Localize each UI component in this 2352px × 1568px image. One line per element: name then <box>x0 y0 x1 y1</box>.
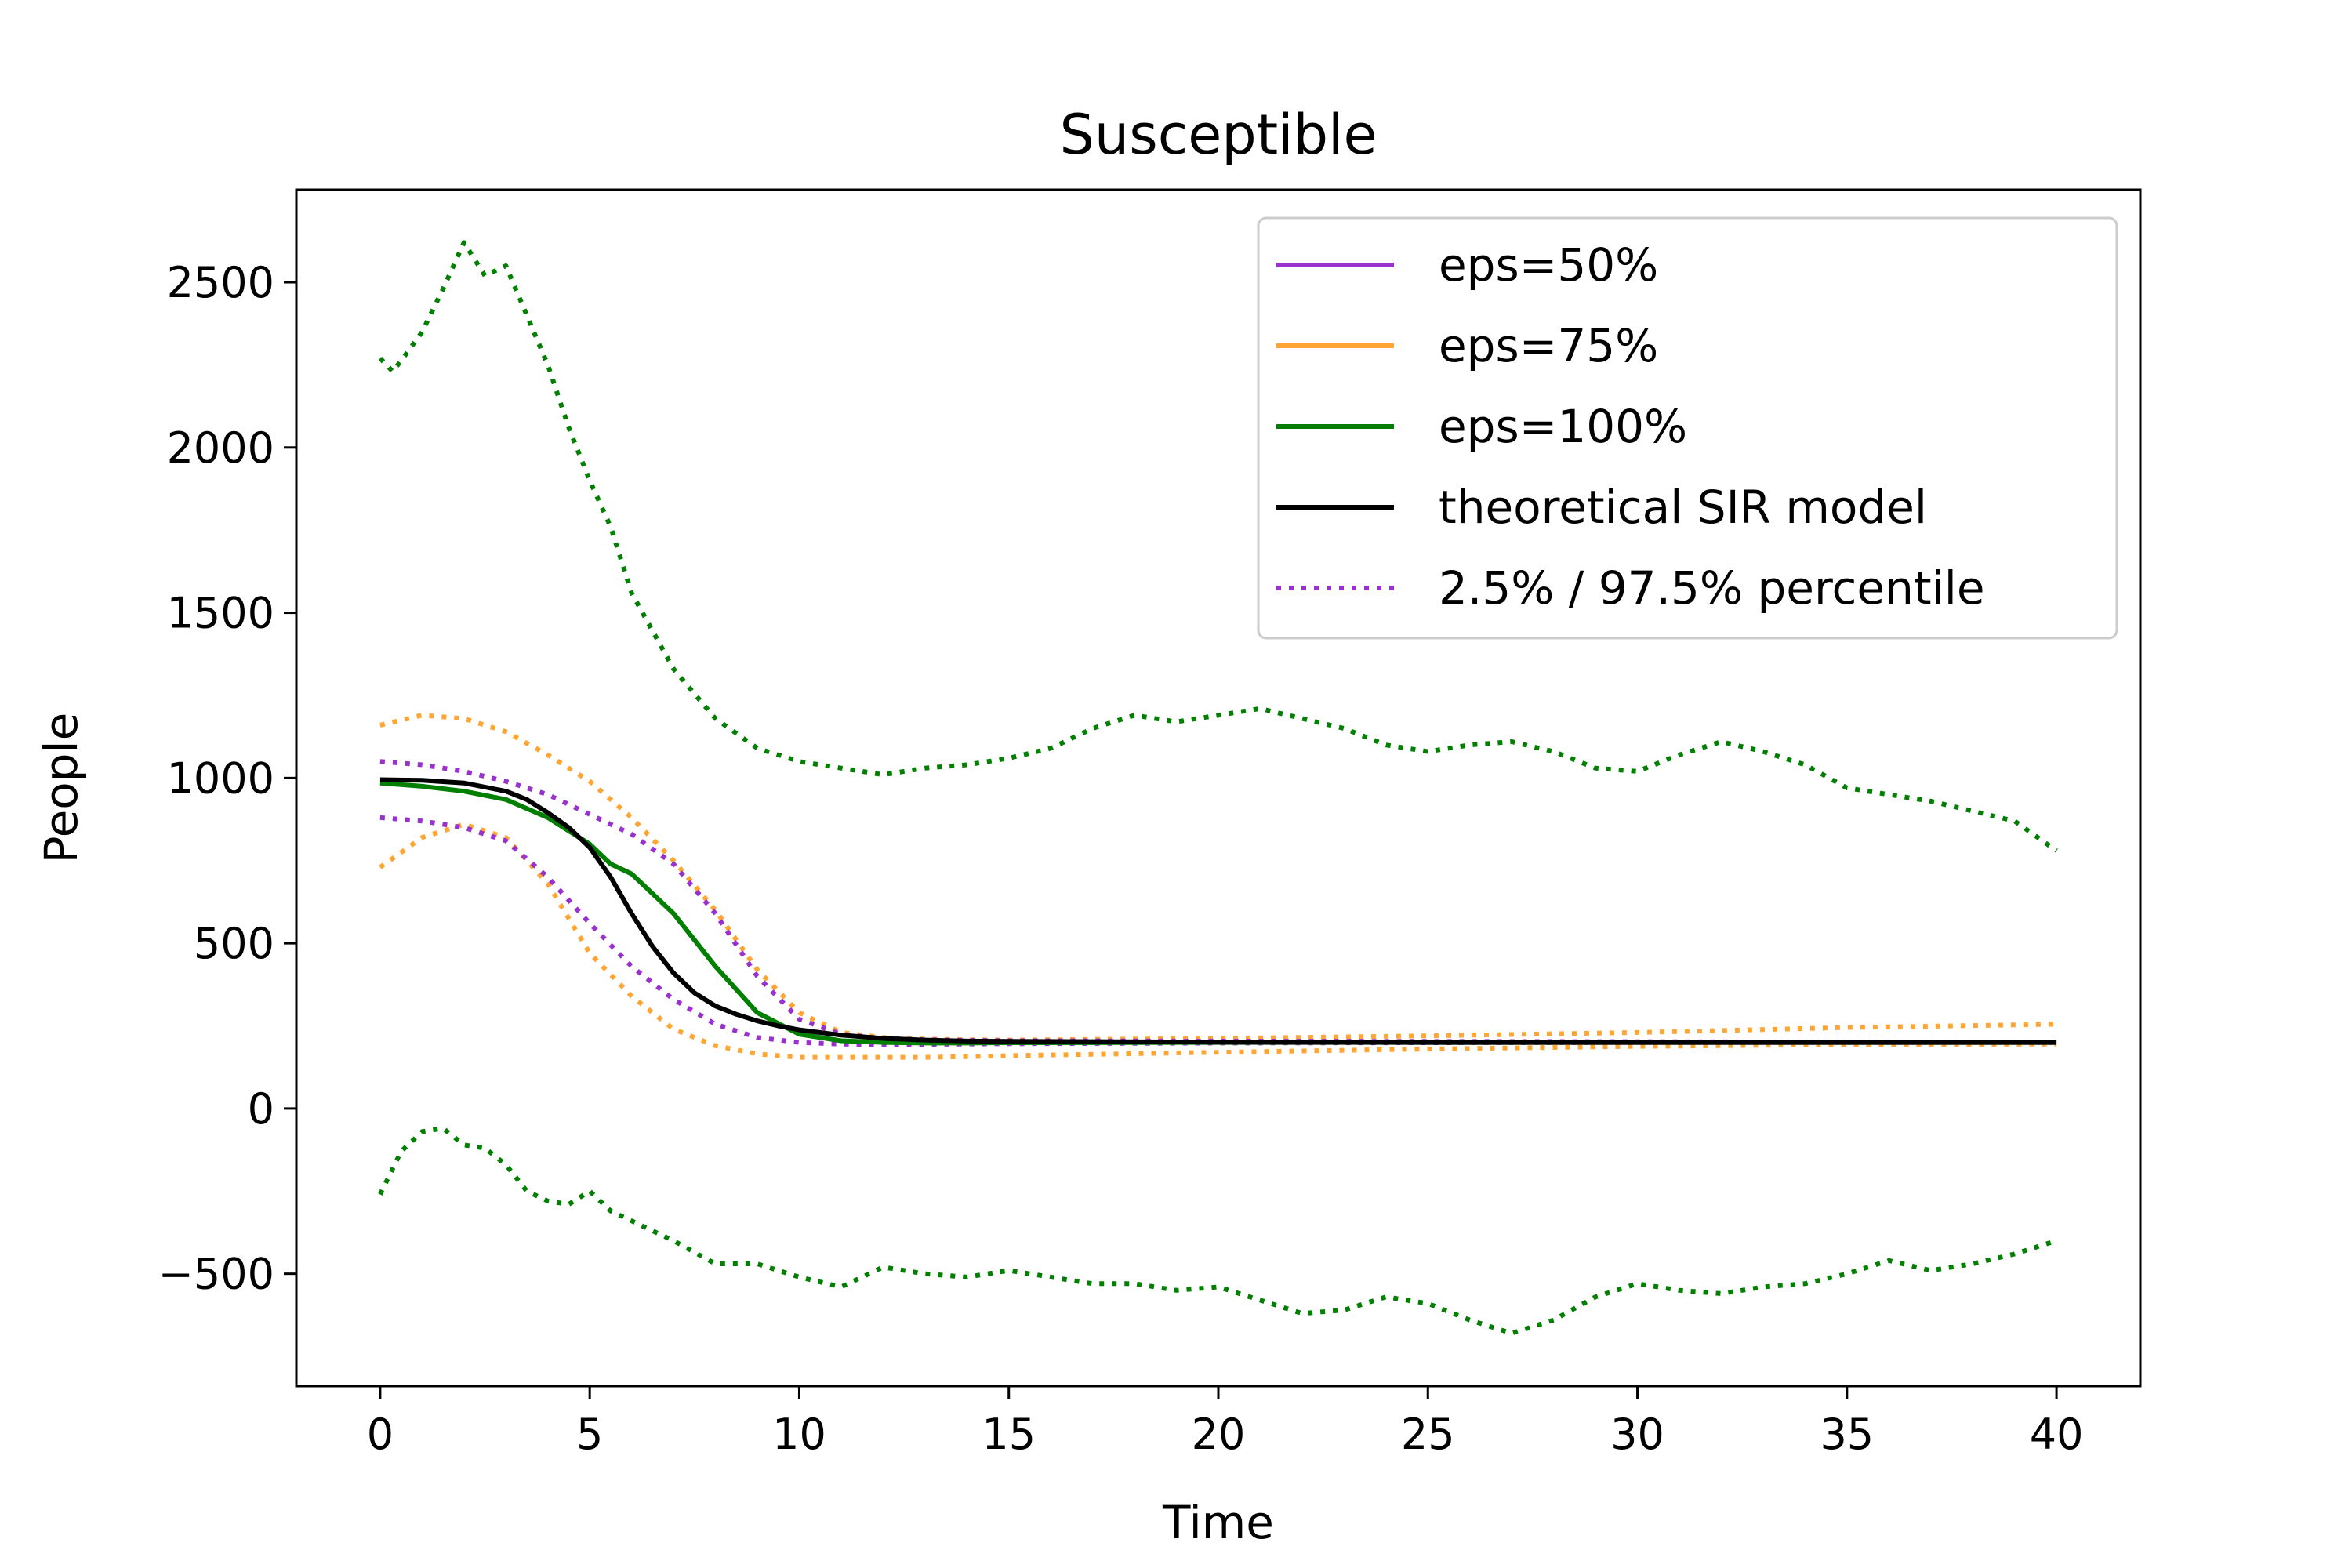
legend: eps=50% eps=75% eps=100% theoretical SIR mo… <box>1257 216 2118 640</box>
legend-box <box>1257 216 2118 640</box>
legend-label: theoretical SIR model <box>1439 481 1927 534</box>
legend-label: eps=100% <box>1439 400 1687 453</box>
y-tick-label: 2500 <box>167 258 274 307</box>
series-line-eps100_upper <box>378 240 2058 853</box>
x-tick-label: 40 <box>2030 1410 2084 1459</box>
y-axis-label: People <box>34 713 88 864</box>
x-tick-label: 15 <box>982 1410 1036 1459</box>
series-line-eps75_upper <box>379 713 2057 1043</box>
y-tick-label: −500 <box>158 1250 274 1299</box>
x-tick-label: 20 <box>1192 1410 1246 1459</box>
y-tick-label: 1500 <box>167 589 274 638</box>
y-tick-label: 0 <box>248 1084 274 1134</box>
x-tick-label: 30 <box>1610 1410 1664 1459</box>
series-layer <box>378 240 2058 1336</box>
y-tick-label: 1000 <box>167 753 274 803</box>
legend-label: 2.5% / 97.5% percentile <box>1439 561 1985 615</box>
x-axis: 0 5 10 15 20 25 30 35 40 <box>367 1386 2084 1459</box>
chart-title: Susceptible <box>1059 103 1377 167</box>
x-tick-label: 35 <box>1820 1410 1874 1459</box>
series-line-eps50_upper <box>379 759 2057 1045</box>
x-tick-label: 10 <box>772 1410 826 1459</box>
x-tick-label: 25 <box>1401 1410 1455 1459</box>
legend-label: eps=75% <box>1439 319 1658 372</box>
y-tick-label: 500 <box>194 919 274 968</box>
x-tick-label: 5 <box>576 1410 603 1459</box>
x-axis-label: Time <box>1162 1496 1274 1549</box>
series-line-sir_model <box>379 777 2057 1045</box>
legend-label: eps=50% <box>1439 238 1658 292</box>
x-tick-label: 0 <box>367 1410 394 1459</box>
y-tick-label: 2000 <box>167 423 274 473</box>
y-axis: −500 0 500 1000 1500 2000 2500 <box>158 258 296 1299</box>
